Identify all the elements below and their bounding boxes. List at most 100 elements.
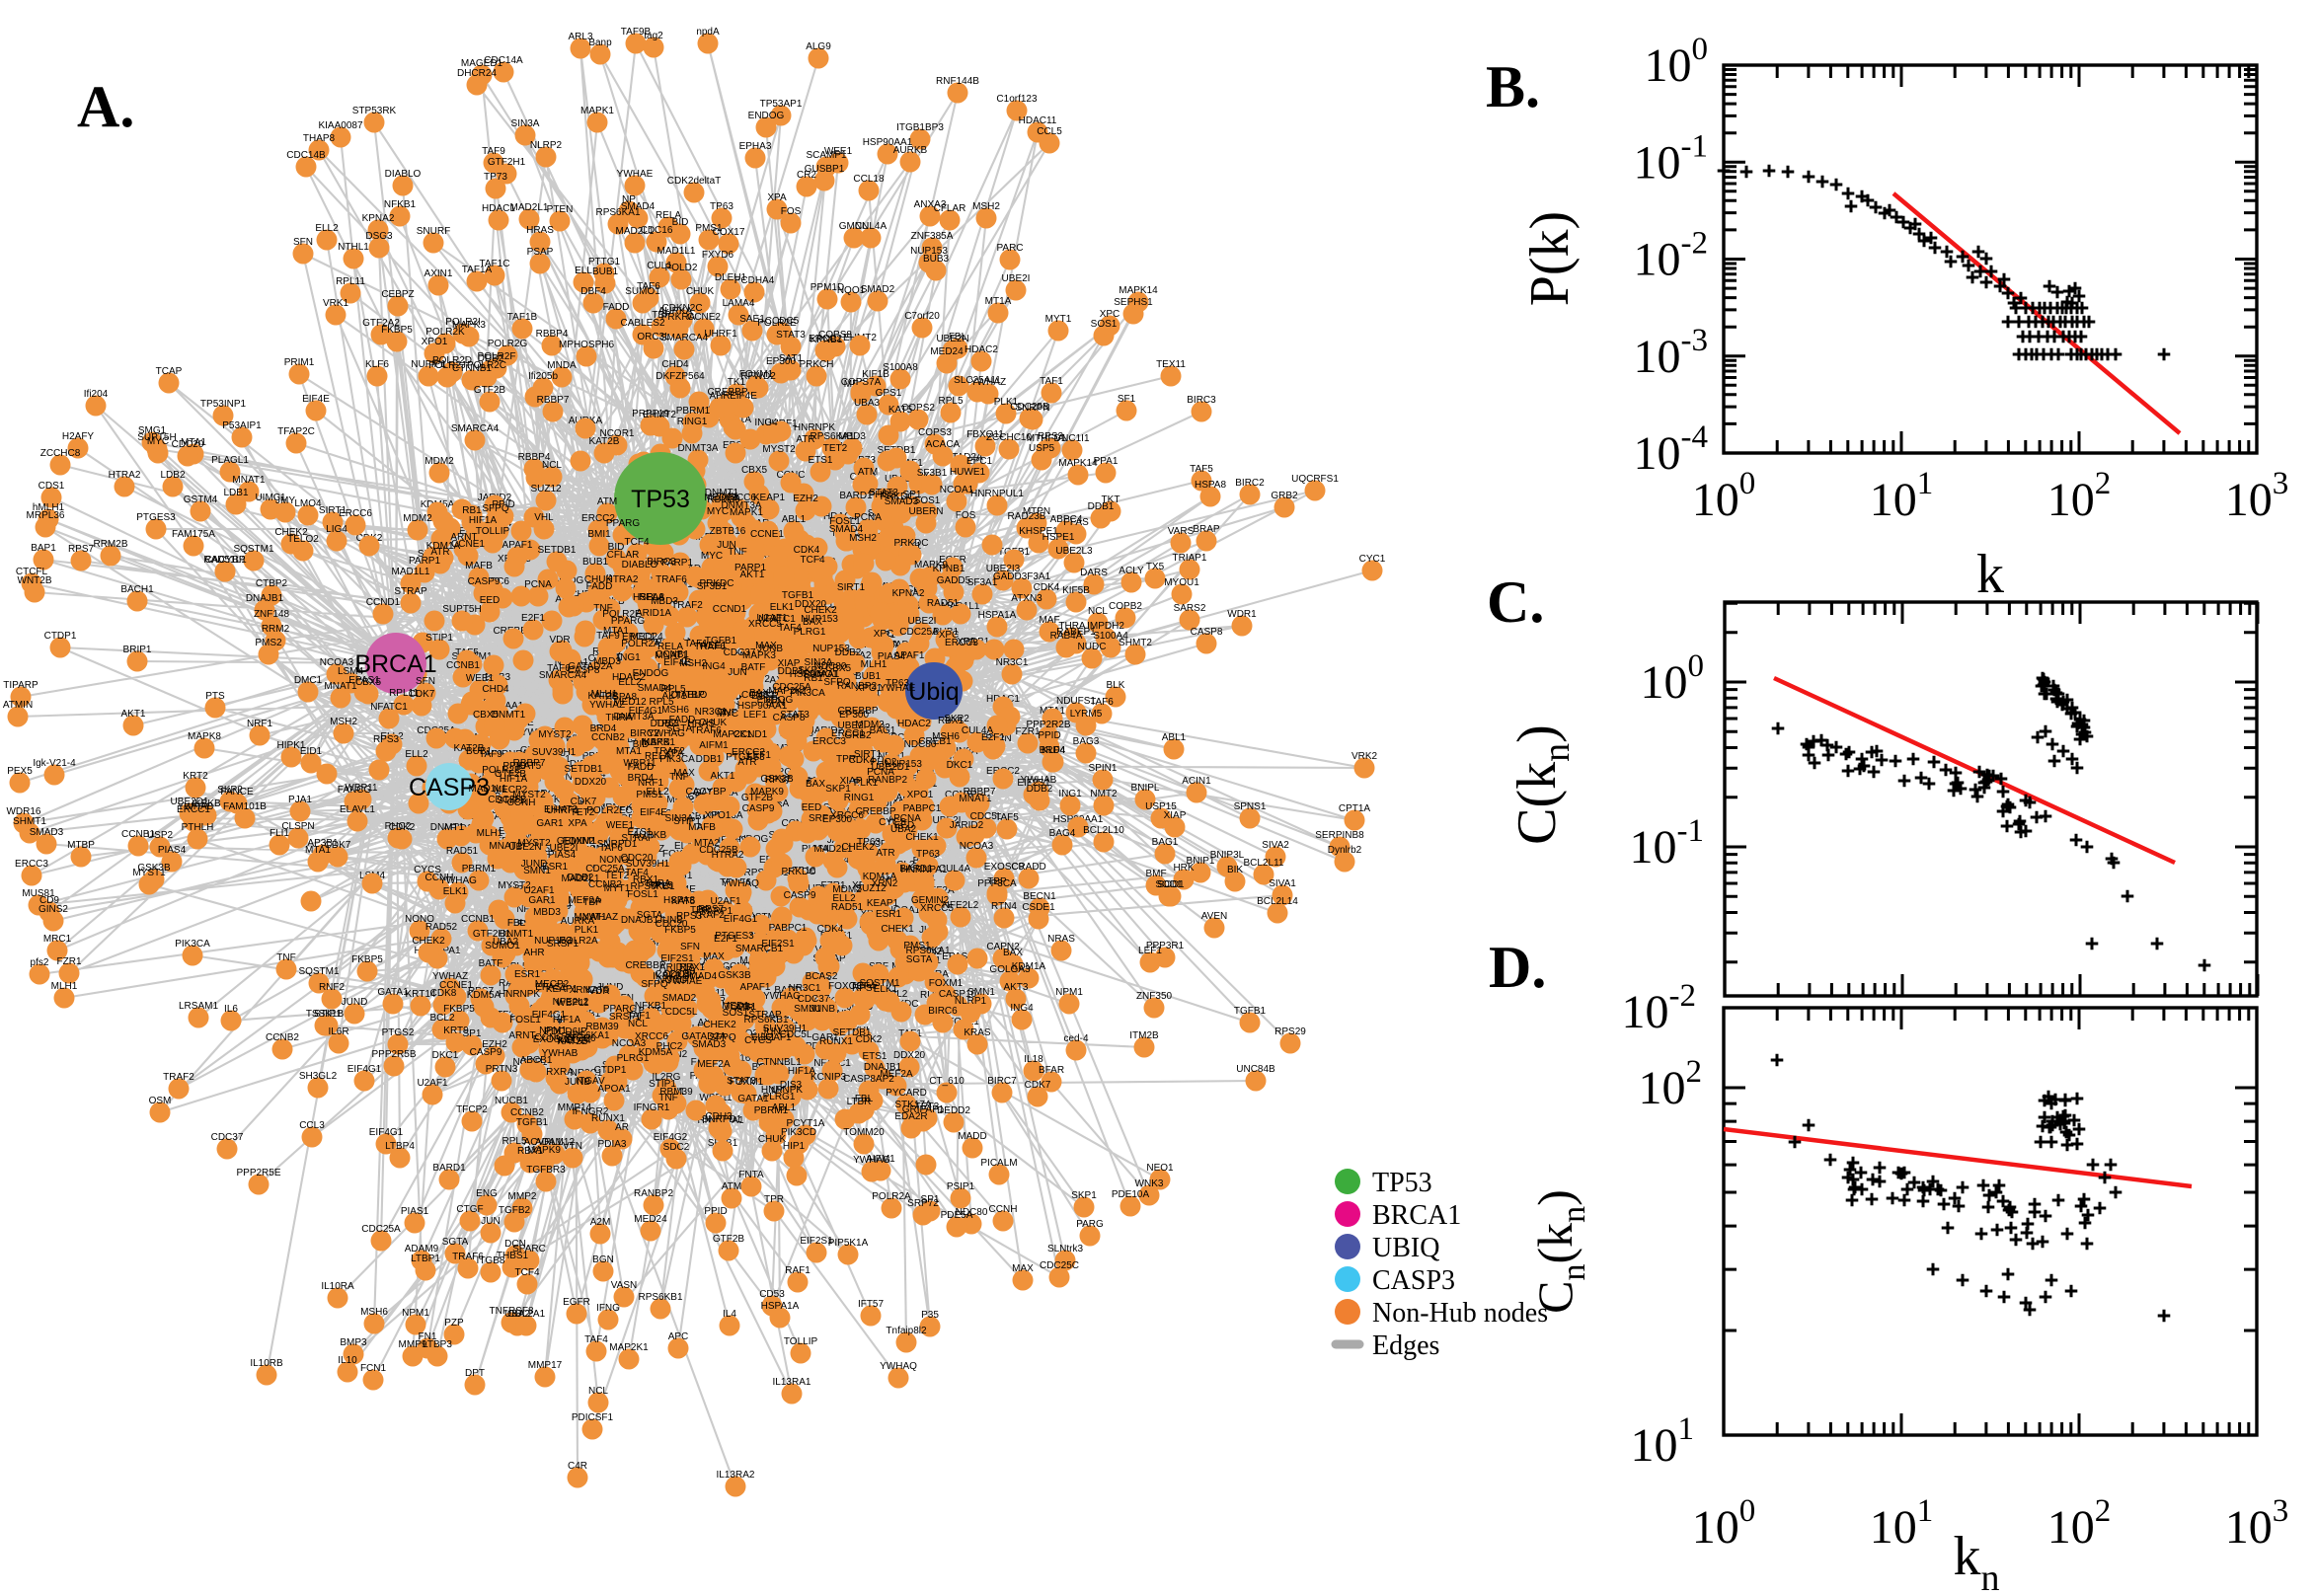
svg-text:KDM1A: KDM1A (863, 872, 897, 882)
svg-text:MAX: MAX (1012, 1263, 1034, 1274)
svg-text:DNAJB1: DNAJB1 (621, 915, 659, 926)
svg-text:NCOA3: NCOA3 (960, 841, 994, 852)
svg-text:ARID1A: ARID1A (636, 608, 671, 619)
svg-text:SUMO1: SUMO1 (485, 941, 520, 951)
svg-text:TP53AP1: TP53AP1 (760, 99, 803, 110)
svg-text:PLK1: PLK1 (575, 925, 599, 936)
svg-text:ATR: ATR (734, 1003, 753, 1014)
svg-text:PFAS: PFAS (1063, 517, 1089, 528)
svg-text:CAPN2: CAPN2 (986, 942, 1020, 952)
svg-text:KCNIP3: KCNIP3 (811, 1072, 847, 1083)
svg-text:PPARG: PPARG (606, 518, 640, 529)
svg-text:MAP2K1: MAP2K1 (768, 686, 808, 697)
svg-text:PCNA: PCNA (867, 767, 894, 778)
svg-text:EPHA3: EPHA3 (739, 141, 772, 152)
svg-text:CCNB1: CCNB1 (121, 829, 155, 840)
svg-text:AKT1: AKT1 (661, 691, 686, 702)
svg-text:DMC1: DMC1 (294, 675, 323, 686)
svg-text:ZNF350: ZNF350 (1136, 991, 1173, 1002)
svg-text:PPP2R5B: PPP2R5B (371, 1049, 416, 1060)
svg-text:MAPK9: MAPK9 (750, 787, 784, 798)
svg-text:TKT: TKT (1102, 494, 1120, 505)
svg-text:TK1: TK1 (728, 377, 746, 388)
svg-text:BRCA1: BRCA1 (1372, 1200, 1461, 1231)
svg-text:ABPC4: ABPC4 (1050, 514, 1083, 525)
svg-text:HRAS: HRAS (526, 225, 554, 236)
svg-text:PARG: PARG (1076, 1219, 1104, 1230)
svg-text:pfs2: pfs2 (31, 957, 49, 968)
svg-text:DARS: DARS (1080, 568, 1108, 578)
svg-text:ABL1: ABL1 (1162, 732, 1187, 743)
svg-text:AURKB: AURKB (893, 145, 928, 156)
svg-text:TGFB1: TGFB1 (705, 636, 737, 646)
svg-text:100: 100 (1645, 32, 1709, 92)
svg-text:AR: AR (615, 1122, 629, 1133)
svg-text:ING1: ING1 (1058, 789, 1082, 799)
svg-text:PTEN: PTEN (547, 204, 574, 215)
svg-text:C7orf20: C7orf20 (904, 311, 940, 322)
svg-text:CBX5: CBX5 (741, 465, 768, 476)
svg-text:SFPQ: SFPQ (641, 979, 667, 990)
svg-text:BATF: BATF (479, 958, 503, 969)
svg-text:RBM39: RBM39 (707, 494, 740, 505)
svg-text:GADD3F3A1: GADD3F3A1 (993, 571, 1051, 582)
svg-text:RPS6KB1: RPS6KB1 (638, 1292, 682, 1303)
svg-text:ATR: ATR (796, 434, 814, 445)
svg-text:ITGB8: ITGB8 (477, 1255, 505, 1266)
svg-text:GAR1: GAR1 (528, 895, 556, 906)
svg-text:NCOA1: NCOA1 (940, 485, 974, 495)
svg-text:SMARCB1: SMARCB1 (735, 944, 784, 954)
svg-text:STAT3: STAT3 (869, 488, 898, 498)
svg-text:MECP2: MECP2 (535, 979, 570, 990)
svg-text:D.: D. (1489, 935, 1546, 1000)
svg-text:SLNtrk3: SLNtrk3 (1047, 1244, 1084, 1254)
svg-text:BUB3: BUB3 (923, 254, 950, 265)
svg-text:SNURF: SNURF (417, 226, 450, 237)
svg-text:Banp: Banp (588, 38, 612, 48)
svg-text:WNK3: WNK3 (1135, 1178, 1164, 1189)
svg-text:PTGES3: PTGES3 (715, 931, 754, 942)
svg-text:MYST2: MYST2 (498, 880, 531, 891)
svg-text:COPS3: COPS3 (918, 427, 952, 438)
svg-text:XRN2: XRN2 (872, 878, 898, 889)
svg-text:RBX1: RBX1 (633, 874, 659, 885)
svg-text:103: 103 (2225, 466, 2289, 526)
svg-text:RFWD2: RFWD2 (740, 371, 776, 382)
svg-text:EPAS1: EPAS1 (535, 982, 567, 993)
svg-text:MYC: MYC (717, 709, 738, 720)
svg-text:PIP5K1A: PIP5K1A (828, 1238, 869, 1249)
svg-text:NLRP2: NLRP2 (530, 140, 563, 151)
svg-text:DNMT3A: DNMT3A (613, 712, 654, 722)
svg-text:MTPN: MTPN (1023, 506, 1050, 517)
svg-text:GRIPAP1: GRIPAP1 (902, 1104, 945, 1115)
svg-text:MLH1: MLH1 (477, 828, 503, 839)
svg-text:UBE2I: UBE2I (550, 843, 579, 854)
svg-text:SKP1: SKP1 (825, 784, 851, 795)
svg-text:DDX20: DDX20 (893, 1050, 926, 1061)
svg-text:IL13RA1: IL13RA1 (773, 1377, 811, 1388)
svg-text:MMP14: MMP14 (558, 1102, 592, 1113)
svg-text:VASN: VASN (611, 1280, 638, 1291)
svg-text:BAP1: BAP1 (31, 543, 56, 554)
svg-text:MAGED1: MAGED1 (461, 58, 503, 69)
svg-text:STIP1: STIP1 (314, 1009, 342, 1020)
svg-text:CTNNBL1: CTNNBL1 (756, 1057, 802, 1068)
svg-text:NUP153: NUP153 (534, 936, 572, 947)
svg-text:KAT2B: KAT2B (558, 1036, 588, 1047)
svg-text:BAG1: BAG1 (870, 725, 896, 736)
svg-text:CUL4A: CUL4A (855, 221, 888, 232)
svg-text:EZH2: EZH2 (793, 494, 818, 504)
svg-text:TAF1: TAF1 (627, 1011, 651, 1022)
svg-text:MMP17: MMP17 (528, 1360, 563, 1371)
svg-text:MNDA: MNDA (547, 360, 577, 371)
svg-text:TFAP2C: TFAP2C (277, 426, 315, 437)
svg-text:KAT2B: KAT2B (589, 436, 620, 447)
svg-text:MYST2: MYST2 (762, 444, 796, 455)
svg-text:CDC25B: CDC25B (699, 845, 738, 856)
svg-text:DKFZP564: DKFZP564 (656, 371, 705, 382)
svg-text:LMO4: LMO4 (294, 498, 322, 509)
svg-text:EXOSC9: EXOSC9 (533, 1034, 574, 1045)
svg-text:PBRM1: PBRM1 (754, 1105, 789, 1116)
svg-text:RB1: RB1 (804, 673, 823, 684)
svg-text:CSDE1: CSDE1 (1022, 902, 1055, 913)
